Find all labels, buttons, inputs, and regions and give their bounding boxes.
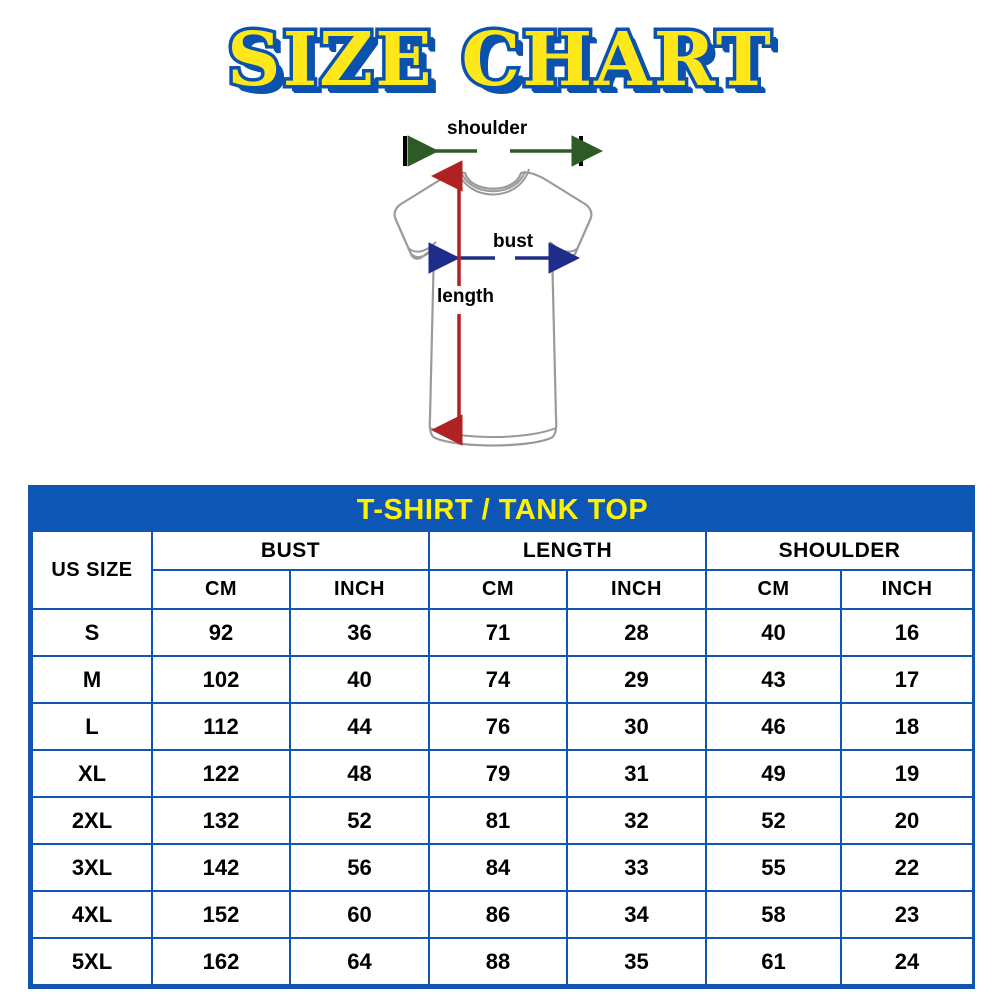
cell-bust-cm: 162 — [151, 937, 291, 986]
table-row: XL 122 48 79 31 49 19 — [31, 749, 975, 798]
cell-shoulder-cm: 55 — [705, 843, 842, 892]
cell-length-inch: 28 — [566, 608, 707, 657]
group-header-row: US SIZE BUST LENGTH SHOULDER — [31, 530, 975, 610]
header-bust-cm: CM — [151, 569, 291, 610]
size-chart-table: T-SHIRT / TANK TOP US SIZE BUST LENGTH S… — [30, 488, 975, 986]
cell-shoulder-cm: 58 — [705, 890, 842, 939]
table-head: T-SHIRT / TANK TOP US SIZE BUST LENGTH S… — [30, 488, 975, 610]
cell-bust-cm: 132 — [151, 796, 291, 845]
table-row: L 112 44 76 30 46 18 — [31, 702, 975, 751]
cell-size: XL — [31, 749, 153, 798]
tshirt-measurement-diagram: shoulder bust length — [355, 118, 645, 468]
table-row: 5XL 162 64 88 35 61 24 — [31, 937, 975, 986]
cell-bust-inch: 40 — [289, 655, 430, 704]
cell-bust-cm: 142 — [151, 843, 291, 892]
cell-length-cm: 74 — [428, 655, 568, 704]
cell-length-cm: 84 — [428, 843, 568, 892]
cell-length-cm: 88 — [428, 937, 568, 986]
cell-length-cm: 86 — [428, 890, 568, 939]
cell-length-inch: 30 — [566, 702, 707, 751]
cell-bust-cm: 152 — [151, 890, 291, 939]
cell-bust-inch: 60 — [289, 890, 430, 939]
tshirt-illustration-svg — [393, 135, 603, 447]
cell-shoulder-cm: 52 — [705, 796, 842, 845]
cell-size: 4XL — [31, 890, 153, 939]
cell-length-inch: 32 — [566, 796, 707, 845]
page-title: SIZE CHART — [224, 17, 775, 103]
cell-shoulder-inch: 18 — [839, 702, 975, 751]
cell-length-inch: 34 — [566, 890, 707, 939]
cell-size: S — [31, 608, 153, 657]
cell-bust-inch: 48 — [289, 749, 430, 798]
cell-length-inch: 31 — [566, 749, 707, 798]
header-us-size: US SIZE — [31, 530, 153, 610]
header-shoulder-cm: CM — [705, 569, 842, 610]
cell-bust-inch: 36 — [289, 608, 430, 657]
cell-shoulder-inch: 23 — [839, 890, 975, 939]
cell-length-cm: 79 — [428, 749, 568, 798]
cell-size: 3XL — [31, 843, 153, 892]
table-row: 4XL 152 60 86 34 58 23 — [31, 890, 975, 939]
header-length-inch: INCH — [566, 569, 707, 610]
shirt-body — [393, 171, 593, 447]
cell-size: 2XL — [31, 796, 153, 845]
cell-size: 5XL — [31, 937, 153, 986]
bust-label: bust — [493, 231, 534, 252]
cell-size: M — [31, 655, 153, 704]
header-length-cm: CM — [428, 569, 568, 610]
cell-bust-inch: 64 — [289, 937, 430, 986]
cell-shoulder-inch: 16 — [839, 608, 975, 657]
cell-shoulder-inch: 24 — [839, 937, 975, 986]
cell-length-inch: 35 — [566, 937, 707, 986]
header-group-bust: BUST — [151, 530, 430, 571]
cell-bust-inch: 52 — [289, 796, 430, 845]
cell-shoulder-inch: 22 — [839, 843, 975, 892]
cell-shoulder-cm: 46 — [705, 702, 842, 751]
header-group-length: LENGTH — [428, 530, 707, 571]
cell-bust-cm: 92 — [151, 608, 291, 657]
shoulder-label: shoulder — [447, 118, 528, 139]
cell-shoulder-cm: 61 — [705, 937, 842, 986]
cell-bust-cm: 112 — [151, 702, 291, 751]
cell-length-inch: 29 — [566, 655, 707, 704]
cell-shoulder-cm: 40 — [705, 608, 842, 657]
cell-bust-inch: 44 — [289, 702, 430, 751]
cell-bust-inch: 56 — [289, 843, 430, 892]
cell-length-cm: 76 — [428, 702, 568, 751]
cell-shoulder-inch: 19 — [839, 749, 975, 798]
banner-row: T-SHIRT / TANK TOP — [30, 488, 975, 532]
table-row: M 102 40 74 29 43 17 — [31, 655, 975, 704]
cell-bust-cm: 122 — [151, 749, 291, 798]
title-area: SIZE CHART — [0, 14, 1000, 106]
table-body: S 92 36 71 28 40 16 M 102 40 74 29 43 17… — [31, 608, 975, 986]
cell-shoulder-inch: 17 — [839, 655, 975, 704]
cell-length-cm: 71 — [428, 608, 568, 657]
header-bust-inch: INCH — [289, 569, 430, 610]
cell-shoulder-cm: 43 — [705, 655, 842, 704]
table-row: 3XL 142 56 84 33 55 22 — [31, 843, 975, 892]
cell-shoulder-inch: 20 — [839, 796, 975, 845]
table-row: 2XL 132 52 81 32 52 20 — [31, 796, 975, 845]
header-shoulder-inch: INCH — [839, 569, 975, 610]
cell-bust-cm: 102 — [151, 655, 291, 704]
cell-size: L — [31, 702, 153, 751]
table-row: S 92 36 71 28 40 16 — [31, 608, 975, 657]
size-chart-table-container: T-SHIRT / TANK TOP US SIZE BUST LENGTH S… — [28, 485, 975, 989]
length-label: length — [437, 286, 494, 307]
cell-length-inch: 33 — [566, 843, 707, 892]
header-group-shoulder: SHOULDER — [704, 530, 975, 571]
unit-header-row: CM INCH CM INCH CM INCH — [32, 569, 975, 610]
table-banner-title: T-SHIRT / TANK TOP — [30, 488, 975, 532]
cell-length-cm: 81 — [428, 796, 568, 845]
cell-shoulder-cm: 49 — [705, 749, 842, 798]
